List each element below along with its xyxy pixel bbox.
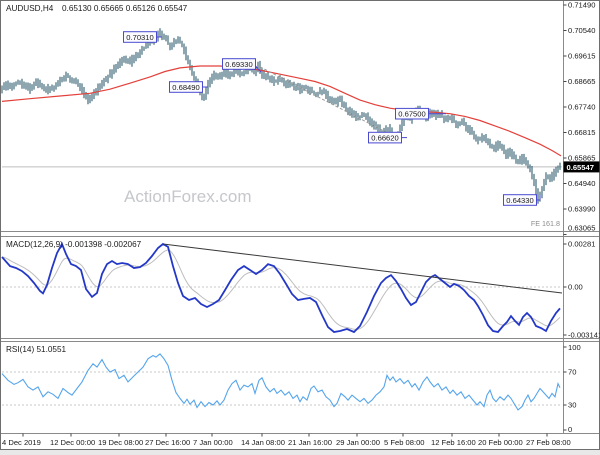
y-tick-label: 70 xyxy=(568,368,576,377)
x-tick-label: 14 Jan 08:00 xyxy=(241,438,285,447)
watermark: ActionForex.com xyxy=(124,187,252,206)
price-label-64330[interactable]: 0.64330 xyxy=(504,195,541,206)
price-label-66620[interactable]: 0.66620 xyxy=(369,132,408,143)
y-tick-label: 30 xyxy=(568,401,576,410)
label-text: 0.69330 xyxy=(225,60,252,69)
x-tick-label: 21 Jan 16:00 xyxy=(288,438,332,447)
label-text: 0.68490 xyxy=(172,83,199,92)
y-tick-label: 0.69615 xyxy=(568,52,595,61)
x-tick-label: 12 Feb 16:00 xyxy=(431,438,476,447)
price-label-70310[interactable]: 0.70310 xyxy=(124,32,163,43)
y-tick-label: 0.00 xyxy=(568,283,583,292)
y-tick-label: 0.65865 xyxy=(568,154,595,163)
y-tick-label: 0.00281 xyxy=(568,240,595,249)
x-tick-label: 19 Dec 08:00 xyxy=(98,438,143,447)
price-label-68490[interactable]: 0.68490 xyxy=(170,82,209,93)
x-tick-label: 7 Jan 00:00 xyxy=(193,438,233,447)
x-tick-label: 29 Jan 00:00 xyxy=(336,438,380,447)
fibonacci-expansion-label: FE 161.8 xyxy=(531,219,560,228)
y-tick-label: 0.64940 xyxy=(568,179,595,188)
x-tick-label: 5 Feb 08:00 xyxy=(384,438,425,447)
x-tick-label: 27 Feb 08:00 xyxy=(526,438,571,447)
y-tick-label: 0 xyxy=(568,425,572,434)
y-tick-label: 0.67740 xyxy=(568,103,595,112)
current-price-badge: 0.65547 xyxy=(564,161,600,172)
y-tick-label: 0.66815 xyxy=(568,128,595,137)
macd-legend: MACD(12,26,9) -0.001398 -0.002067 xyxy=(6,240,142,249)
label-text: 0.64330 xyxy=(506,196,533,205)
x-tick-label: 20 Feb 00:00 xyxy=(478,438,523,447)
y-tick-label: -0.003141 xyxy=(568,331,600,340)
y-tick-label: 0.63065 xyxy=(568,224,595,233)
x-tick-label: 27 Dec 16:00 xyxy=(145,438,190,447)
ohlc-readout: 0.65130 0.65665 0.65126 0.65547 xyxy=(62,4,188,13)
x-tick-label: 4 Dec 2019 xyxy=(2,438,41,447)
label-text: 0.70310 xyxy=(126,33,153,42)
y-tick-label: 0.68665 xyxy=(568,77,595,86)
label-text: 0.66620 xyxy=(371,133,398,142)
rsi-legend: RSI(14) 51.0551 xyxy=(6,345,67,354)
x-tick-label: 12 Dec 00:00 xyxy=(50,438,95,447)
y-tick-label: 0.70540 xyxy=(568,26,595,35)
symbol-period-title: AUDUSD,H4 xyxy=(6,4,54,13)
y-tick-label: 0.71490 xyxy=(568,1,595,10)
label-text: 0.67500 xyxy=(398,110,425,119)
y-tick-label: 0.63990 xyxy=(568,205,595,214)
y-tick-label: 100 xyxy=(568,343,581,352)
current-price-value: 0.65547 xyxy=(567,163,594,172)
